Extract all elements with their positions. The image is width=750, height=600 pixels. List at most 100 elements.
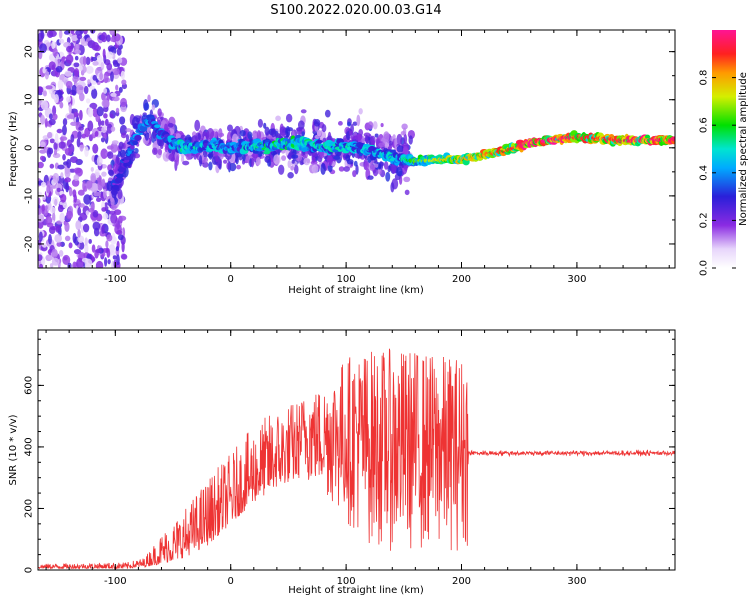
spectrogram-cell bbox=[264, 126, 270, 136]
spectrogram-cell bbox=[57, 164, 65, 170]
spectrogram-cell bbox=[52, 105, 57, 116]
spectrogram-cell bbox=[110, 142, 118, 153]
spectrogram-cell bbox=[324, 109, 331, 118]
spectrogram-cell bbox=[85, 98, 91, 104]
spectrogram-cell bbox=[64, 70, 72, 77]
spectrogram-cell bbox=[355, 134, 363, 141]
spectrogram-cell bbox=[69, 156, 78, 163]
spectrogram-cell bbox=[38, 231, 43, 242]
spectrogram-cell bbox=[353, 160, 358, 167]
colorbar-tick-label: 0.0 bbox=[699, 260, 710, 276]
spectrogram-cell bbox=[290, 165, 295, 171]
spectrogram-cell bbox=[101, 31, 108, 43]
spectrogram-cell bbox=[54, 233, 63, 243]
spectrogram-cell bbox=[378, 163, 382, 170]
spectrogram-y-label: Frequency (Hz) bbox=[8, 111, 19, 187]
spectrogram-cell bbox=[57, 79, 64, 90]
spectrogram-cell bbox=[64, 30, 71, 35]
spectrogram-cell bbox=[226, 162, 231, 170]
spectrogram-cell bbox=[83, 185, 88, 192]
spectrogram-cell bbox=[157, 108, 162, 117]
spectrogram-cell bbox=[84, 243, 89, 254]
spectrogram-cell bbox=[295, 152, 303, 162]
spectrogram-cell bbox=[255, 157, 261, 166]
spectrogram-cell bbox=[118, 141, 124, 150]
spectrogram-cell bbox=[120, 97, 128, 108]
spectrogram-cell bbox=[95, 113, 101, 123]
spectrogram-cell bbox=[71, 84, 78, 96]
spectrogram-ridge-cell bbox=[116, 177, 124, 182]
spectrogram-cell bbox=[303, 157, 311, 166]
spectrogram-cell bbox=[74, 49, 81, 55]
spectrogram-cell bbox=[112, 255, 117, 260]
spectrogram-cell bbox=[64, 177, 71, 183]
spectrogram-cell bbox=[378, 142, 386, 148]
spectrogram-cell bbox=[53, 93, 59, 104]
spectrogram-cell bbox=[347, 121, 351, 127]
spectrogram-cell bbox=[125, 134, 130, 142]
spectrogram-cell bbox=[73, 194, 77, 203]
spectrogram-cell bbox=[349, 130, 354, 136]
spectrogram-cell bbox=[390, 136, 394, 142]
spectrogram-cell bbox=[84, 237, 88, 246]
colorbar: 0.0 0.2 0.4 0.6 0.8 Normalized spectral ampl… bbox=[699, 30, 749, 276]
spectrogram-cell bbox=[110, 71, 114, 82]
spectrogram-cell bbox=[55, 224, 61, 232]
spectrogram-cell bbox=[39, 43, 47, 54]
spectrogram-cell bbox=[110, 92, 117, 97]
spectrogram-cell bbox=[59, 101, 64, 109]
spectrogram-cell bbox=[38, 161, 44, 169]
spectrogram-cell bbox=[84, 146, 89, 158]
spectrogram-cell bbox=[247, 131, 253, 140]
spectrogram-cell bbox=[48, 234, 52, 245]
spectrogram-cell bbox=[75, 167, 83, 177]
spectrogram-cell bbox=[97, 180, 103, 191]
spectrogram-cell bbox=[194, 119, 201, 132]
y-tick-label: 20 bbox=[24, 45, 35, 58]
spectrogram-cell bbox=[352, 121, 358, 126]
spectrogram-cell bbox=[39, 149, 47, 154]
spectrogram-cell bbox=[215, 155, 219, 163]
spectrogram-cell bbox=[78, 65, 83, 72]
y-tick-label: 200 bbox=[24, 499, 35, 518]
spectrogram-cell bbox=[38, 86, 44, 94]
spectrogram-cell bbox=[120, 70, 125, 80]
spectrogram-cell bbox=[76, 137, 81, 148]
spectrogram-cell bbox=[96, 106, 104, 117]
spectrogram-cell bbox=[264, 155, 271, 163]
spectrogram-cell bbox=[73, 174, 80, 181]
spectrogram-cell bbox=[47, 131, 53, 139]
spectrogram-cell bbox=[106, 34, 111, 42]
spectrogram-cell bbox=[380, 122, 384, 128]
spectrogram-marks bbox=[38, 30, 675, 268]
spectrogram-cell bbox=[116, 30, 120, 33]
spectrogram-cell bbox=[94, 130, 99, 137]
spectrogram-cell bbox=[182, 160, 190, 166]
spectrogram-cell bbox=[77, 189, 85, 196]
spectrogram-cell bbox=[364, 161, 370, 170]
spectrogram-cell bbox=[109, 250, 116, 256]
y-tick-label: 400 bbox=[24, 437, 35, 456]
spectrogram-cell bbox=[101, 225, 105, 234]
spectrogram-ridge-core bbox=[671, 137, 675, 142]
spectrogram-cell bbox=[208, 161, 213, 171]
spectrogram-cell bbox=[115, 107, 120, 114]
spectrogram-cell bbox=[304, 150, 308, 159]
spectrogram-cell bbox=[133, 147, 139, 154]
colorbar-ticks: 0.0 0.2 0.4 0.6 0.8 bbox=[699, 70, 736, 276]
spectrogram-cell bbox=[58, 30, 63, 39]
spectrogram-cell bbox=[92, 61, 99, 66]
spectrogram-cell bbox=[120, 132, 127, 139]
spectrogram-cell bbox=[100, 148, 108, 160]
spectrogram-cell bbox=[38, 214, 45, 223]
spectrogram-cell bbox=[80, 37, 86, 45]
x-tick-label: 200 bbox=[452, 274, 471, 285]
spectrogram-cell bbox=[45, 215, 53, 225]
spectrogram-cell bbox=[401, 123, 408, 130]
spectrogram-cell bbox=[100, 120, 105, 126]
spectrogram-cell bbox=[321, 124, 327, 133]
spectrogram-cell bbox=[65, 80, 73, 89]
spectrogram-cell bbox=[42, 67, 46, 74]
spectrogram-cell bbox=[88, 238, 92, 244]
spectrogram-cell bbox=[311, 164, 319, 174]
